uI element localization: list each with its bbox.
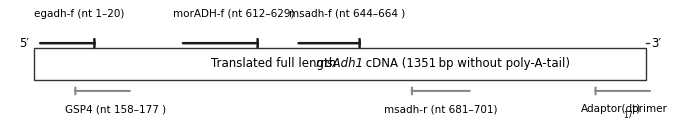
Text: 3′: 3′ xyxy=(651,37,661,50)
Text: GSP4 (nt 158–177 ): GSP4 (nt 158–177 ) xyxy=(65,104,166,114)
Text: egadh-f (nt 1–20): egadh-f (nt 1–20) xyxy=(34,9,124,19)
Text: msadh-f (nt 644–664 ): msadh-f (nt 644–664 ) xyxy=(289,9,405,19)
Text: cDNA (1351 bp without poly-A-tail): cDNA (1351 bp without poly-A-tail) xyxy=(362,57,571,70)
Text: msadh-r (nt 681–701): msadh-r (nt 681–701) xyxy=(384,104,498,114)
Text: 5′: 5′ xyxy=(19,37,29,50)
Text: Translated full length: Translated full length xyxy=(211,57,340,70)
FancyBboxPatch shape xyxy=(34,48,646,80)
Text: 17: 17 xyxy=(624,111,633,120)
Text: primer: primer xyxy=(632,104,667,114)
Text: msAdh1: msAdh1 xyxy=(316,57,364,70)
Text: Adaptor(dt): Adaptor(dt) xyxy=(581,104,642,114)
Text: morADH-f (nt 612–629): morADH-f (nt 612–629) xyxy=(173,9,295,19)
